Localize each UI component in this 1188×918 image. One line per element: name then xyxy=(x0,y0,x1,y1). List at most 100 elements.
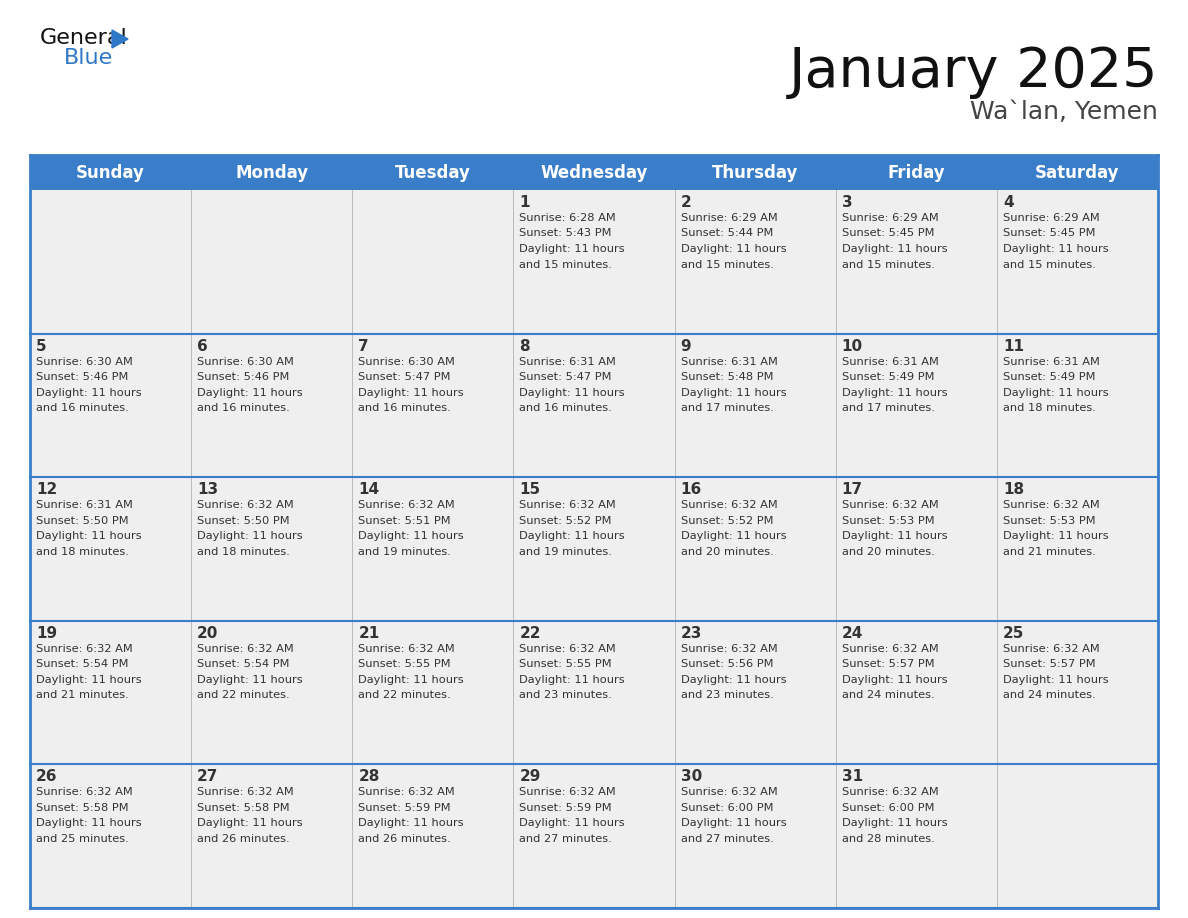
Text: and 26 minutes.: and 26 minutes. xyxy=(359,834,451,844)
Text: and 16 minutes.: and 16 minutes. xyxy=(197,403,290,413)
Text: Daylight: 11 hours: Daylight: 11 hours xyxy=(36,819,141,828)
Text: Sunrise: 6:30 AM: Sunrise: 6:30 AM xyxy=(359,356,455,366)
Text: 8: 8 xyxy=(519,339,530,353)
Text: and 26 minutes.: and 26 minutes. xyxy=(197,834,290,844)
Text: 4: 4 xyxy=(1003,195,1013,210)
Text: Sunrise: 6:32 AM: Sunrise: 6:32 AM xyxy=(197,788,293,798)
Text: and 18 minutes.: and 18 minutes. xyxy=(36,547,128,556)
Text: Daylight: 11 hours: Daylight: 11 hours xyxy=(197,387,303,397)
Text: Sunrise: 6:32 AM: Sunrise: 6:32 AM xyxy=(359,644,455,654)
Text: and 24 minutes.: and 24 minutes. xyxy=(1003,690,1095,700)
Text: Sunset: 5:56 PM: Sunset: 5:56 PM xyxy=(681,659,773,669)
Text: Sunrise: 6:32 AM: Sunrise: 6:32 AM xyxy=(197,500,293,510)
Text: Sunset: 5:46 PM: Sunset: 5:46 PM xyxy=(197,372,290,382)
Text: Daylight: 11 hours: Daylight: 11 hours xyxy=(197,675,303,685)
Bar xyxy=(30,333,1158,477)
Text: and 15 minutes.: and 15 minutes. xyxy=(519,260,612,270)
Text: Sunset: 5:54 PM: Sunset: 5:54 PM xyxy=(36,659,128,669)
Text: Daylight: 11 hours: Daylight: 11 hours xyxy=(519,244,625,254)
Text: General: General xyxy=(40,28,128,48)
Text: Sunset: 5:53 PM: Sunset: 5:53 PM xyxy=(1003,516,1095,526)
Text: 22: 22 xyxy=(519,626,541,641)
Text: 29: 29 xyxy=(519,769,541,784)
Text: Sunset: 6:00 PM: Sunset: 6:00 PM xyxy=(681,803,773,813)
Text: Sunrise: 6:32 AM: Sunrise: 6:32 AM xyxy=(681,644,777,654)
Text: Daylight: 11 hours: Daylight: 11 hours xyxy=(197,819,303,828)
Text: Sunset: 5:47 PM: Sunset: 5:47 PM xyxy=(519,372,612,382)
Text: Sunrise: 6:31 AM: Sunrise: 6:31 AM xyxy=(842,356,939,366)
Text: 28: 28 xyxy=(359,769,380,784)
Text: Daylight: 11 hours: Daylight: 11 hours xyxy=(1003,532,1108,542)
Text: Daylight: 11 hours: Daylight: 11 hours xyxy=(681,387,786,397)
Text: 15: 15 xyxy=(519,482,541,498)
Text: Daylight: 11 hours: Daylight: 11 hours xyxy=(681,675,786,685)
Text: 14: 14 xyxy=(359,482,379,498)
Text: Wa`lan, Yemen: Wa`lan, Yemen xyxy=(971,100,1158,124)
Text: and 17 minutes.: and 17 minutes. xyxy=(681,403,773,413)
Text: 12: 12 xyxy=(36,482,57,498)
Text: Sunrise: 6:28 AM: Sunrise: 6:28 AM xyxy=(519,213,617,223)
Text: Sunrise: 6:29 AM: Sunrise: 6:29 AM xyxy=(1003,213,1100,223)
Text: Sunrise: 6:32 AM: Sunrise: 6:32 AM xyxy=(197,644,293,654)
Text: Sunset: 5:57 PM: Sunset: 5:57 PM xyxy=(842,659,934,669)
Text: Sunset: 5:44 PM: Sunset: 5:44 PM xyxy=(681,229,773,239)
Text: Sunrise: 6:32 AM: Sunrise: 6:32 AM xyxy=(519,500,617,510)
Text: Daylight: 11 hours: Daylight: 11 hours xyxy=(519,675,625,685)
Text: Sunrise: 6:32 AM: Sunrise: 6:32 AM xyxy=(36,644,133,654)
Text: 7: 7 xyxy=(359,339,369,353)
Text: Sunset: 5:46 PM: Sunset: 5:46 PM xyxy=(36,372,128,382)
Text: and 22 minutes.: and 22 minutes. xyxy=(197,690,290,700)
Text: Sunrise: 6:30 AM: Sunrise: 6:30 AM xyxy=(36,356,133,366)
Text: Sunrise: 6:32 AM: Sunrise: 6:32 AM xyxy=(1003,500,1100,510)
Text: Sunset: 5:57 PM: Sunset: 5:57 PM xyxy=(1003,659,1095,669)
Text: 20: 20 xyxy=(197,626,219,641)
Text: Sunrise: 6:32 AM: Sunrise: 6:32 AM xyxy=(519,644,617,654)
Text: 6: 6 xyxy=(197,339,208,353)
Text: 24: 24 xyxy=(842,626,864,641)
Text: and 21 minutes.: and 21 minutes. xyxy=(36,690,128,700)
Text: Sunset: 5:52 PM: Sunset: 5:52 PM xyxy=(519,516,612,526)
Text: Sunset: 5:58 PM: Sunset: 5:58 PM xyxy=(36,803,128,813)
Bar xyxy=(30,155,1158,190)
Bar xyxy=(30,621,1158,765)
Text: Blue: Blue xyxy=(64,48,113,68)
Text: Sunset: 5:50 PM: Sunset: 5:50 PM xyxy=(36,516,128,526)
Text: Wednesday: Wednesday xyxy=(541,163,647,182)
Text: 11: 11 xyxy=(1003,339,1024,353)
Text: Daylight: 11 hours: Daylight: 11 hours xyxy=(519,532,625,542)
Text: Thursday: Thursday xyxy=(712,163,798,182)
Text: 19: 19 xyxy=(36,626,57,641)
Text: and 20 minutes.: and 20 minutes. xyxy=(842,547,935,556)
Text: Sunset: 5:48 PM: Sunset: 5:48 PM xyxy=(681,372,773,382)
Text: Sunset: 5:49 PM: Sunset: 5:49 PM xyxy=(842,372,934,382)
Text: Daylight: 11 hours: Daylight: 11 hours xyxy=(36,387,141,397)
Text: Daylight: 11 hours: Daylight: 11 hours xyxy=(36,675,141,685)
Text: and 16 minutes.: and 16 minutes. xyxy=(519,403,612,413)
Text: and 18 minutes.: and 18 minutes. xyxy=(1003,403,1095,413)
Text: 13: 13 xyxy=(197,482,219,498)
Text: and 23 minutes.: and 23 minutes. xyxy=(519,690,612,700)
Text: Sunrise: 6:32 AM: Sunrise: 6:32 AM xyxy=(359,500,455,510)
Text: Sunrise: 6:32 AM: Sunrise: 6:32 AM xyxy=(36,788,133,798)
Text: Daylight: 11 hours: Daylight: 11 hours xyxy=(1003,675,1108,685)
Text: and 25 minutes.: and 25 minutes. xyxy=(36,834,128,844)
Text: Sunset: 5:50 PM: Sunset: 5:50 PM xyxy=(197,516,290,526)
Text: Sunday: Sunday xyxy=(76,163,145,182)
Text: Saturday: Saturday xyxy=(1035,163,1119,182)
Text: Daylight: 11 hours: Daylight: 11 hours xyxy=(681,532,786,542)
Text: Monday: Monday xyxy=(235,163,308,182)
Bar xyxy=(30,477,1158,621)
Text: 16: 16 xyxy=(681,482,702,498)
Text: 5: 5 xyxy=(36,339,46,353)
Text: 1: 1 xyxy=(519,195,530,210)
Text: Friday: Friday xyxy=(887,163,946,182)
Text: Daylight: 11 hours: Daylight: 11 hours xyxy=(842,675,947,685)
Bar xyxy=(30,190,1158,333)
Text: and 24 minutes.: and 24 minutes. xyxy=(842,690,934,700)
Polygon shape xyxy=(112,30,128,48)
Text: Daylight: 11 hours: Daylight: 11 hours xyxy=(842,532,947,542)
Text: Daylight: 11 hours: Daylight: 11 hours xyxy=(359,387,463,397)
Text: Daylight: 11 hours: Daylight: 11 hours xyxy=(36,532,141,542)
Text: Daylight: 11 hours: Daylight: 11 hours xyxy=(842,819,947,828)
Text: and 19 minutes.: and 19 minutes. xyxy=(359,547,451,556)
